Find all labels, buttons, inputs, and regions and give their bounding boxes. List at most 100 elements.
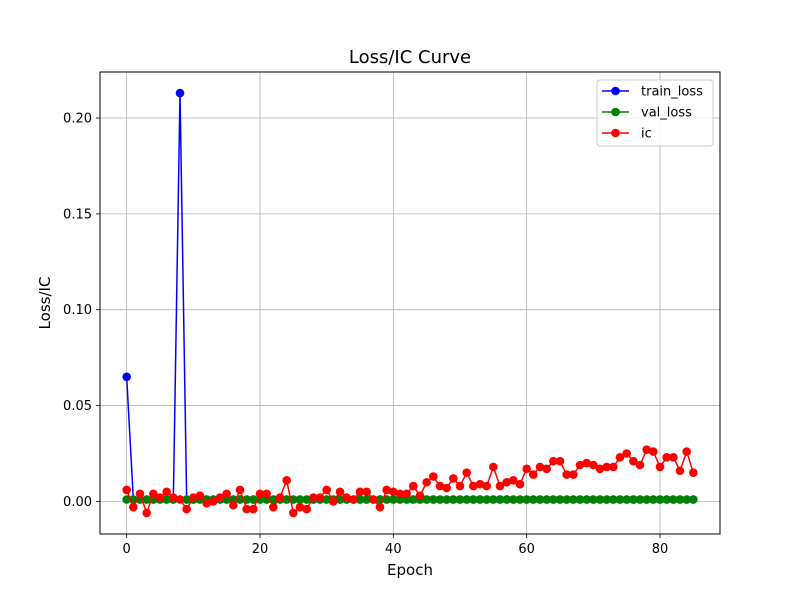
data-point — [489, 495, 498, 504]
data-point — [649, 495, 658, 504]
data-point — [229, 500, 238, 510]
data-point — [135, 489, 145, 499]
data-point — [142, 495, 151, 504]
data-point — [655, 462, 665, 472]
data-point — [562, 495, 571, 504]
data-point — [609, 495, 618, 504]
data-point — [249, 495, 258, 504]
legend-marker — [611, 107, 620, 117]
data-point — [575, 495, 585, 504]
data-point — [602, 495, 611, 504]
data-point — [469, 495, 478, 504]
data-point — [195, 491, 205, 500]
data-point — [442, 483, 451, 493]
data-point — [495, 495, 505, 504]
data-point — [509, 495, 518, 504]
data-point — [635, 495, 645, 504]
data-point — [689, 495, 698, 504]
data-point — [529, 495, 538, 504]
data-point — [589, 495, 598, 504]
data-point — [122, 372, 131, 382]
data-point — [495, 481, 505, 491]
data-point — [669, 495, 678, 504]
y-tick-label: 0.10 — [63, 303, 92, 318]
data-point — [342, 493, 351, 502]
series-ic — [122, 445, 698, 518]
data-point — [482, 481, 491, 491]
data-point — [302, 504, 311, 514]
data-point — [555, 495, 565, 504]
y-tick-label: 0.05 — [63, 399, 92, 414]
data-point — [362, 495, 371, 504]
data-point — [175, 495, 185, 504]
data-point — [575, 460, 585, 470]
data-point — [415, 491, 425, 500]
data-point — [629, 495, 638, 504]
data-point — [669, 453, 678, 462]
data-point — [449, 495, 458, 504]
data-point — [242, 504, 251, 514]
data-point — [222, 489, 231, 499]
y-axis-label: Loss/IC — [36, 277, 54, 330]
data-point — [235, 485, 245, 495]
data-point — [442, 495, 451, 504]
legend-label: val_loss — [641, 106, 692, 121]
data-point — [655, 495, 665, 504]
data-point — [535, 495, 545, 504]
data-point — [502, 495, 511, 504]
data-point — [322, 485, 331, 495]
data-point — [129, 502, 138, 512]
data-point — [335, 495, 345, 504]
data-point — [282, 476, 291, 485]
legend-item: ic — [602, 127, 652, 142]
data-point — [335, 487, 345, 497]
data-point — [169, 493, 178, 502]
data-point — [609, 462, 618, 472]
data-point — [682, 447, 691, 456]
data-point — [422, 477, 431, 487]
data-point — [515, 495, 525, 504]
data-point — [289, 508, 298, 518]
data-point — [202, 499, 211, 508]
data-point — [189, 493, 198, 502]
data-point — [255, 489, 265, 499]
data-point — [269, 502, 278, 512]
y-tick-label: 0.15 — [63, 207, 92, 222]
data-point — [275, 493, 285, 502]
data-point — [435, 495, 445, 504]
data-point — [449, 474, 458, 483]
data-point — [522, 495, 531, 504]
data-point — [469, 481, 478, 491]
legend-marker — [611, 86, 620, 96]
data-point — [382, 485, 391, 495]
data-point — [509, 476, 518, 485]
plot-frame — [99, 71, 721, 535]
y-tick-label: 0.20 — [63, 112, 92, 127]
x-tick-label: 0 — [123, 542, 131, 557]
data-point — [535, 462, 545, 472]
data-point — [489, 462, 498, 472]
data-point — [329, 497, 338, 506]
data-point — [182, 495, 191, 504]
data-point — [475, 479, 485, 489]
data-point — [355, 495, 365, 504]
data-point — [295, 502, 305, 512]
data-point — [215, 493, 225, 502]
data-point — [249, 504, 258, 514]
data-point — [582, 495, 591, 504]
data-point — [542, 464, 551, 474]
data-point — [389, 487, 398, 497]
x-tick-label: 20 — [252, 542, 269, 557]
data-point — [162, 487, 171, 497]
data-point — [542, 495, 551, 504]
data-point — [529, 470, 538, 479]
data-point — [562, 470, 571, 479]
data-point — [429, 472, 438, 481]
data-point — [315, 493, 325, 502]
data-point — [549, 495, 558, 504]
data-point — [209, 497, 218, 506]
data-point — [682, 495, 691, 504]
data-point — [295, 495, 305, 504]
